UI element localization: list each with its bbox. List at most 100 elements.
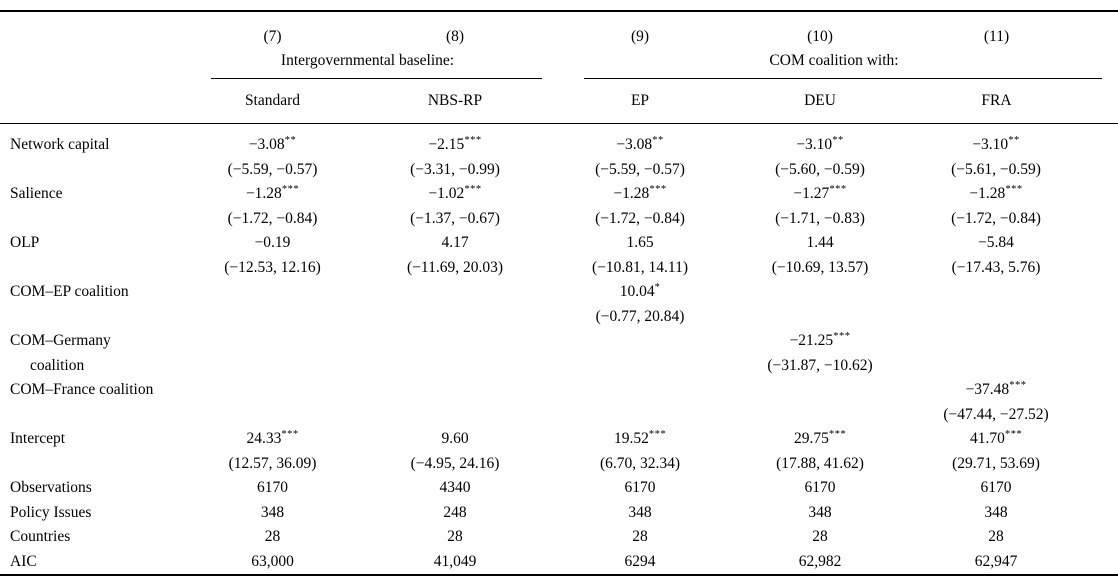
confidence-interval: (−3.31, −0.99) <box>410 160 500 178</box>
estimate-value: −1.28 <box>245 185 282 202</box>
row-label-cell: COM–Germany coalition <box>0 329 185 378</box>
significance-stars: * <box>654 281 661 293</box>
spanner-rule <box>584 78 1102 79</box>
stat-value: 348 <box>260 503 285 521</box>
estimate: −2.15*** <box>360 133 550 158</box>
coef-cell <box>360 329 550 378</box>
significance-stars: ** <box>1008 134 1020 146</box>
confidence-interval: (−4.95, 24.16) <box>410 454 500 472</box>
table-row-aic: AIC 63,000 41,049 6294 62,982 62,947 <box>0 550 1118 576</box>
confidence-interval: (17.88, 41.62) <box>776 454 864 472</box>
row-label-cell: Network capital <box>0 124 185 183</box>
coef-cell: 9.60 (−4.95, 24.16) <box>360 427 550 476</box>
significance-stars: *** <box>828 428 847 440</box>
significance-stars: ** <box>832 134 844 146</box>
coef-cell <box>910 329 1118 378</box>
regression-table: (7) (8) (9) (10) (11) Intergovernmental … <box>0 10 1118 576</box>
estimate: −1.28*** <box>550 182 730 207</box>
coef-cell: −1.27*** (−1.71, −0.83) <box>730 182 910 231</box>
coef-cell <box>185 378 360 427</box>
row-label-line2: coalition <box>30 356 85 374</box>
stat-value: 6170 <box>624 479 656 496</box>
stat-value: 63,000 <box>251 552 294 570</box>
coef-cell: −1.02*** (−1.37, −0.67) <box>360 182 550 231</box>
significance-stars: *** <box>649 183 667 195</box>
estimate-value: 10.04 <box>619 283 655 300</box>
estimate: 19.52*** <box>550 427 730 452</box>
column-header-ep: EP <box>550 79 730 124</box>
stat-cell: 348 <box>550 501 730 526</box>
stat-value: 62,947 <box>974 552 1018 570</box>
stat-cell: 6294 <box>550 550 730 576</box>
estimate: 1.65 <box>550 231 730 256</box>
coef-cell <box>360 378 550 427</box>
estimate: 24.33*** <box>185 427 360 452</box>
stat-value: 28 <box>632 528 648 545</box>
confidence-interval: (−1.72, −0.84) <box>951 209 1041 227</box>
coef-cell: −21.25*** (−31.87, −10.62) <box>730 329 910 378</box>
estimate-value: −1.28 <box>613 185 650 202</box>
coef-cell: −1.28*** (−1.72, −0.84) <box>550 182 730 231</box>
stat-cell: 63,000 <box>185 550 360 576</box>
confidence-interval: (29.71, 53.69) <box>952 454 1040 472</box>
stat-value: 4340 <box>439 479 471 496</box>
estimate: 1.44 <box>730 231 910 256</box>
table-row-countries: Countries 28 28 28 28 28 <box>0 525 1118 550</box>
confidence-interval: (−1.37, −0.67) <box>410 209 500 227</box>
coef-cell <box>550 378 730 427</box>
estimate: −1.28*** <box>910 182 1082 207</box>
significance-stars: *** <box>464 134 482 146</box>
confidence-interval: (−1.71, −0.83) <box>775 209 865 227</box>
confidence-interval: (−5.59, −0.57) <box>595 160 685 178</box>
coef-cell <box>185 329 360 378</box>
coef-cell: 41.70*** (29.71, 53.69) <box>910 427 1118 476</box>
model-number: (11) <box>983 27 1010 45</box>
stat-cell: 28 <box>550 525 730 550</box>
model-number: (8) <box>445 27 465 45</box>
row-label-cell: COM–France coalition <box>0 378 185 427</box>
column-header-row: Standard NBS-RP EP DEU FRA <box>0 79 1118 124</box>
stat-cell: 348 <box>185 501 360 526</box>
estimate: 29.75*** <box>730 427 910 452</box>
row-label: Network capital <box>10 136 110 153</box>
estimate: −3.08** <box>185 133 360 158</box>
table-row-network-capital: Network capital −3.08** (−5.59, −0.57) −2… <box>0 124 1118 183</box>
stat-cell: 28 <box>360 525 550 550</box>
confidence-interval: (−31.87, −10.62) <box>767 356 873 374</box>
estimate: −5.84 <box>910 231 1082 256</box>
estimate-value: −3.10 <box>796 136 833 153</box>
estimate-value: −1.27 <box>793 185 830 202</box>
empty-corner <box>0 45 185 71</box>
estimate-value: −2.15 <box>428 136 465 153</box>
coef-cell: −0.19 (−12.53, 12.16) <box>185 231 360 280</box>
row-label: COM–France coalition <box>10 381 154 398</box>
estimate-value: 1.65 <box>626 234 654 251</box>
estimate: −1.27*** <box>730 182 910 207</box>
confidence-interval: (−0.77, 20.84) <box>595 307 685 325</box>
stat-cell: 28 <box>185 525 360 550</box>
confidence-interval: (−17.43, 5.76) <box>951 258 1041 276</box>
estimate-value: 1.44 <box>806 234 834 251</box>
stat-cell: 41,049 <box>360 550 550 576</box>
model-number: (7) <box>263 27 282 45</box>
model-number-row: (7) (8) (9) (10) (11) <box>0 11 1118 45</box>
coef-cell <box>550 329 730 378</box>
significance-stars: *** <box>1009 379 1027 391</box>
stat-cell: 248 <box>360 501 550 526</box>
stat-cell: 6170 <box>550 476 730 501</box>
stat-value: 348 <box>628 503 652 521</box>
confidence-interval: (−5.60, −0.59) <box>775 160 865 178</box>
estimate-value: 19.52 <box>613 430 649 447</box>
significance-stars: *** <box>648 428 667 440</box>
estimate-value: −0.19 <box>254 234 291 251</box>
estimate-value: 24.33 <box>246 430 282 447</box>
coef-cell: −1.28*** (−1.72, −0.84) <box>185 182 360 231</box>
estimate: −21.25*** <box>730 329 910 354</box>
row-label-cell: Intercept <box>0 427 185 476</box>
estimate-value: −3.08 <box>616 136 653 153</box>
estimate-value: −3.10 <box>972 136 1009 153</box>
significance-stars: *** <box>1004 428 1023 440</box>
column-header-nbs-rp: NBS-RP <box>360 79 550 124</box>
estimate: −3.10** <box>910 133 1082 158</box>
table-row-observations: Observations 6170 4340 6170 6170 6170 <box>0 476 1118 501</box>
